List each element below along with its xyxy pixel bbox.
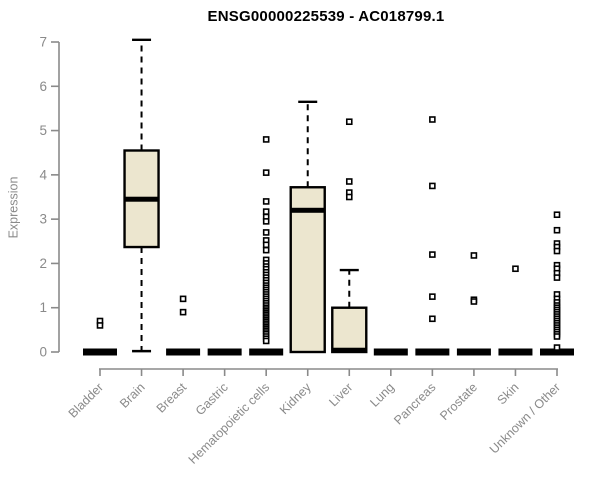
median-line xyxy=(332,347,367,353)
outlier-point xyxy=(179,295,187,303)
y-tick-label: 6 xyxy=(39,79,47,94)
median-line xyxy=(124,196,159,202)
x-tick-label-brain: Brain xyxy=(117,380,148,411)
collapsed-box xyxy=(540,348,574,356)
y-tick-label: 2 xyxy=(39,256,47,271)
x-tick-label-pancreas: Pancreas xyxy=(391,380,438,427)
outlier-point xyxy=(262,241,270,249)
outlier-point xyxy=(553,211,561,219)
boxplot-unknown-other xyxy=(540,211,574,356)
collapsed-box xyxy=(207,348,242,356)
x-tick-label-lung: Lung xyxy=(367,380,397,410)
median-line xyxy=(290,207,325,213)
boxplot-lung xyxy=(373,348,408,356)
outlier-point xyxy=(262,337,270,345)
outlier-point xyxy=(262,136,270,143)
outlier-point xyxy=(470,252,478,259)
outlier-point xyxy=(553,226,561,234)
boxplot-skin xyxy=(498,265,533,356)
x-tick-label-hematopoietic-cells: Hematopoietic cells xyxy=(186,380,273,467)
boxplot-hematopoietic-cells xyxy=(249,136,284,356)
boxplot-brain xyxy=(123,38,160,353)
outlier-point xyxy=(553,247,561,255)
collapsed-box xyxy=(415,348,450,356)
boxplot-liver xyxy=(331,118,368,354)
collapsed-box xyxy=(249,348,284,356)
collapsed-box xyxy=(166,348,201,356)
boxplot-kidney xyxy=(289,100,326,354)
outlier-point xyxy=(179,308,187,316)
outlier-point xyxy=(262,218,270,225)
x-tick-label-prostate: Prostate xyxy=(437,380,480,423)
x-tick-label-bladder: Bladder xyxy=(66,380,106,420)
outlier-point xyxy=(470,298,478,305)
collapsed-box xyxy=(498,348,533,356)
outlier-point xyxy=(345,178,353,185)
boxplot-pancreas xyxy=(415,116,450,356)
outlier-point xyxy=(429,116,436,123)
outlier-point xyxy=(429,315,436,323)
x-tick-label-skin: Skin xyxy=(494,380,521,407)
outlier-point xyxy=(262,246,270,254)
outlier-point xyxy=(262,229,270,236)
outlier-point xyxy=(512,265,519,273)
outlier-point xyxy=(553,333,561,340)
x-tick-label-gastric: Gastric xyxy=(193,380,231,418)
outlier-point xyxy=(262,198,270,205)
x-tick-label-unknown-other: Unknown / Other xyxy=(487,380,563,456)
y-tick-label: 0 xyxy=(39,345,47,360)
y-tick-label: 4 xyxy=(39,167,47,182)
collapsed-box xyxy=(373,348,408,356)
y-tick-label: 1 xyxy=(39,300,47,315)
boxplot-bladder xyxy=(83,317,117,356)
outlier-point xyxy=(345,118,353,126)
box-rect xyxy=(331,306,368,354)
x-tick-label-liver: Liver xyxy=(326,380,355,409)
chart-title: ENSG00000225539 - AC018799.1 xyxy=(207,8,445,25)
boxplot-prostate xyxy=(456,252,491,356)
outlier-point xyxy=(553,344,561,351)
outlier-point xyxy=(553,274,561,281)
y-tick-label: 3 xyxy=(39,212,47,227)
outlier-point xyxy=(262,208,270,215)
outlier-point xyxy=(96,322,104,329)
outlier-point xyxy=(429,293,436,300)
boxplot-gastric xyxy=(207,348,242,356)
y-tick-label: 7 xyxy=(39,35,47,50)
outlier-point xyxy=(345,193,353,201)
boxplot-breast xyxy=(166,295,201,356)
collapsed-box xyxy=(83,348,117,356)
outlier-point xyxy=(429,182,436,190)
y-tick-label: 5 xyxy=(39,123,47,138)
outlier-point xyxy=(262,169,270,176)
collapsed-box xyxy=(456,348,491,356)
box-rect xyxy=(289,186,326,354)
x-tick-label-kidney: Kidney xyxy=(277,380,314,417)
x-tick-label-breast: Breast xyxy=(154,380,190,416)
outlier-point xyxy=(429,251,436,258)
